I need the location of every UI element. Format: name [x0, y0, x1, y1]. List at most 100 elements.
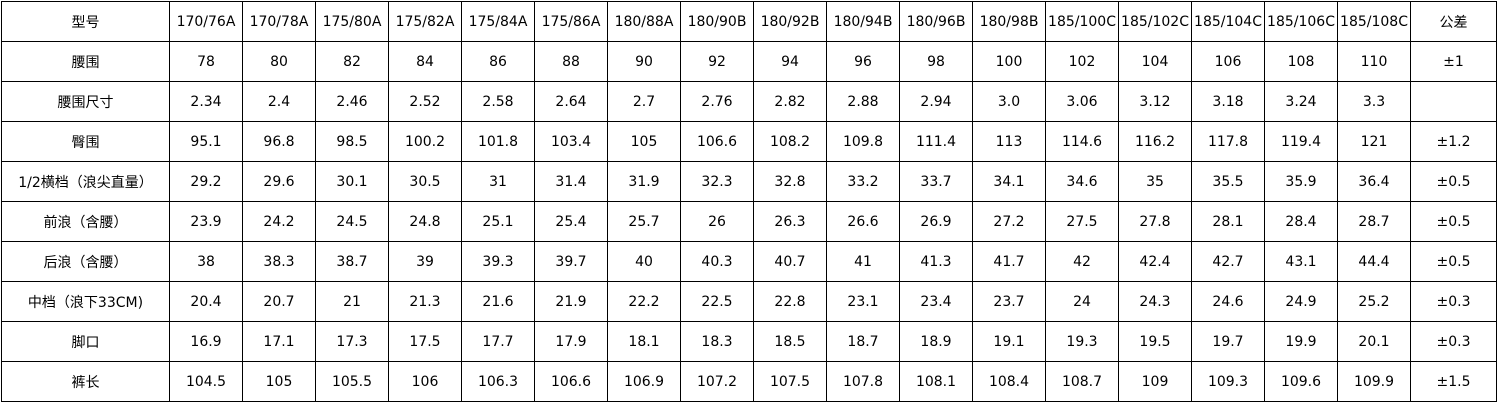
- value-cell: 105: [607, 121, 681, 162]
- value-cell: 3.12: [1118, 81, 1192, 122]
- row-label: 前浪（含腰）: [1, 201, 170, 242]
- value-cell: 109.3: [1191, 361, 1265, 402]
- value-cell: 35.5: [1191, 161, 1265, 202]
- value-cell: 22.5: [680, 281, 754, 322]
- value-cell: 106.9: [607, 361, 681, 402]
- value-cell: 23.9: [169, 201, 243, 242]
- header-cell: 170/76A: [169, 1, 243, 42]
- value-cell: 36.4: [1337, 161, 1411, 202]
- value-cell: 18.1: [607, 321, 681, 362]
- value-cell: 78: [169, 41, 243, 82]
- value-cell: 2.82: [753, 81, 827, 122]
- tolerance-cell: ±0.5: [1410, 161, 1497, 202]
- value-cell: 2.88: [826, 81, 900, 122]
- value-cell: 106: [1191, 41, 1265, 82]
- value-cell: 86: [461, 41, 535, 82]
- value-cell: 28.7: [1337, 201, 1411, 242]
- value-cell: 24.9: [1264, 281, 1338, 322]
- value-cell: 43.1: [1264, 241, 1338, 282]
- value-cell: 98: [899, 41, 973, 82]
- value-cell: 38: [169, 241, 243, 282]
- value-cell: 41.3: [899, 241, 973, 282]
- row-label: 腰围: [1, 41, 170, 82]
- row-label: 脚口: [1, 321, 170, 362]
- value-cell: 39: [388, 241, 462, 282]
- header-cell: 175/86A: [534, 1, 608, 42]
- value-cell: 21.3: [388, 281, 462, 322]
- tolerance-cell: ±1.2: [1410, 121, 1497, 162]
- value-cell: 20.7: [242, 281, 316, 322]
- value-cell: 26.9: [899, 201, 973, 242]
- value-cell: 24.8: [388, 201, 462, 242]
- value-cell: 107.8: [826, 361, 900, 402]
- value-cell: 17.7: [461, 321, 535, 362]
- data-row: 腰围 78 80 82 84 86 88 90 92 94 96 98 100 102 104 106 108 1…: [1, 41, 1497, 82]
- value-cell: 2.4: [242, 81, 316, 122]
- value-cell: 103.4: [534, 121, 608, 162]
- value-cell: 33.7: [899, 161, 973, 202]
- value-cell: 95.1: [169, 121, 243, 162]
- value-cell: 32.8: [753, 161, 827, 202]
- value-cell: 25.7: [607, 201, 681, 242]
- value-cell: 20.4: [169, 281, 243, 322]
- value-cell: 108.1: [899, 361, 973, 402]
- value-cell: 104.5: [169, 361, 243, 402]
- header-row: 型号 170/76A 170/78A 175/80A 175/82A 175/84A 175…: [1, 1, 1497, 42]
- value-cell: 40.3: [680, 241, 754, 282]
- tolerance-cell: [1410, 81, 1497, 122]
- value-cell: 107.2: [680, 361, 754, 402]
- value-cell: 90: [607, 41, 681, 82]
- value-cell: 98.5: [315, 121, 389, 162]
- value-cell: 27.8: [1118, 201, 1192, 242]
- header-cell: 185/108C: [1337, 1, 1411, 42]
- value-cell: 94: [753, 41, 827, 82]
- value-cell: 2.34: [169, 81, 243, 122]
- value-cell: 30.1: [315, 161, 389, 202]
- value-cell: 2.64: [534, 81, 608, 122]
- value-cell: 17.9: [534, 321, 608, 362]
- value-cell: 17.3: [315, 321, 389, 362]
- value-cell: 21.6: [461, 281, 535, 322]
- value-cell: 113: [972, 121, 1046, 162]
- value-cell: 2.7: [607, 81, 681, 122]
- header-cell: 170/78A: [242, 1, 316, 42]
- value-cell: 16.9: [169, 321, 243, 362]
- header-cell: 型号: [1, 1, 170, 42]
- value-cell: 19.5: [1118, 321, 1192, 362]
- value-cell: 25.2: [1337, 281, 1411, 322]
- value-cell: 31.4: [534, 161, 608, 202]
- data-row: 腰围尺寸 2.34 2.4 2.46 2.52 2.58 2.64 2.7 2.76 2.82 2.…: [1, 81, 1497, 122]
- value-cell: 80: [242, 41, 316, 82]
- value-cell: 28.4: [1264, 201, 1338, 242]
- value-cell: 2.76: [680, 81, 754, 122]
- value-cell: 2.94: [899, 81, 973, 122]
- value-cell: 35.9: [1264, 161, 1338, 202]
- row-label: 后浪（含腰）: [1, 241, 170, 282]
- value-cell: 100: [972, 41, 1046, 82]
- value-cell: 3.06: [1045, 81, 1119, 122]
- value-cell: 40: [607, 241, 681, 282]
- value-cell: 32.3: [680, 161, 754, 202]
- value-cell: 106.6: [534, 361, 608, 402]
- header-cell: 185/100C: [1045, 1, 1119, 42]
- value-cell: 22.8: [753, 281, 827, 322]
- value-cell: 2.46: [315, 81, 389, 122]
- value-cell: 108.2: [753, 121, 827, 162]
- value-cell: 27.5: [1045, 201, 1119, 242]
- value-cell: 26.3: [753, 201, 827, 242]
- value-cell: 105.5: [315, 361, 389, 402]
- value-cell: 100.2: [388, 121, 462, 162]
- value-cell: 24.3: [1118, 281, 1192, 322]
- value-cell: 24.6: [1191, 281, 1265, 322]
- value-cell: 35: [1118, 161, 1192, 202]
- value-cell: 19.3: [1045, 321, 1119, 362]
- value-cell: 39.3: [461, 241, 535, 282]
- value-cell: 3.0: [972, 81, 1046, 122]
- value-cell: 109.9: [1337, 361, 1411, 402]
- value-cell: 25.1: [461, 201, 535, 242]
- header-cell: 180/96B: [899, 1, 973, 42]
- value-cell: 21: [315, 281, 389, 322]
- value-cell: 106: [388, 361, 462, 402]
